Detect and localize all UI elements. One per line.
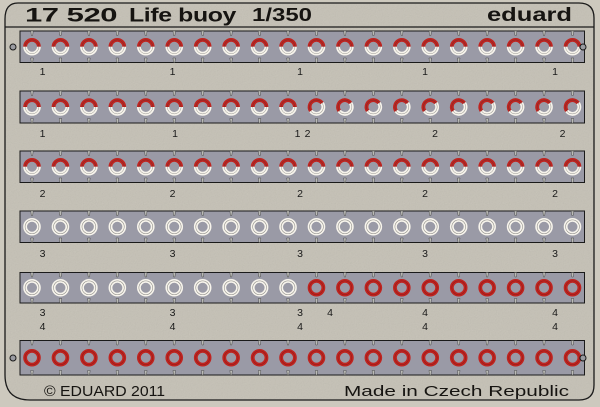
svg-text:Made in Czech Republic: Made in Czech Republic: [344, 384, 569, 400]
svg-text:4: 4: [552, 307, 558, 319]
svg-text:17 520: 17 520: [25, 5, 118, 27]
svg-text:4: 4: [552, 321, 558, 333]
svg-text:3: 3: [552, 248, 558, 260]
svg-text:1: 1: [40, 128, 46, 140]
svg-text:1: 1: [172, 128, 178, 140]
svg-text:2: 2: [305, 128, 311, 140]
svg-text:1: 1: [422, 66, 428, 78]
svg-text:3: 3: [422, 248, 428, 260]
svg-text:1/350: 1/350: [252, 4, 312, 25]
svg-text:3: 3: [170, 307, 176, 319]
svg-text:eduard: eduard: [487, 5, 572, 26]
svg-text:3: 3: [297, 307, 303, 319]
svg-text:2: 2: [40, 188, 46, 200]
svg-text:2: 2: [422, 188, 428, 200]
svg-text:1: 1: [295, 128, 301, 140]
svg-text:3: 3: [297, 248, 303, 260]
svg-text:1: 1: [40, 66, 46, 78]
svg-text:3: 3: [40, 307, 46, 319]
svg-text:4: 4: [422, 321, 428, 333]
svg-text:1: 1: [552, 66, 558, 78]
svg-text:4: 4: [40, 321, 46, 333]
svg-text:2: 2: [170, 188, 176, 200]
svg-text:2: 2: [560, 128, 566, 140]
svg-text:1: 1: [170, 66, 176, 78]
svg-text:© EDUARD 2011: © EDUARD 2011: [44, 384, 165, 400]
svg-text:4: 4: [422, 307, 428, 319]
svg-text:2: 2: [552, 188, 558, 200]
svg-text:Life buoy: Life buoy: [129, 5, 237, 27]
svg-text:2: 2: [297, 188, 303, 200]
svg-text:3: 3: [40, 248, 46, 260]
svg-text:4: 4: [327, 307, 333, 319]
svg-text:3: 3: [170, 248, 176, 260]
svg-text:1: 1: [297, 66, 303, 78]
svg-text:4: 4: [170, 321, 176, 333]
svg-text:2: 2: [432, 128, 438, 140]
svg-text:4: 4: [297, 321, 303, 333]
